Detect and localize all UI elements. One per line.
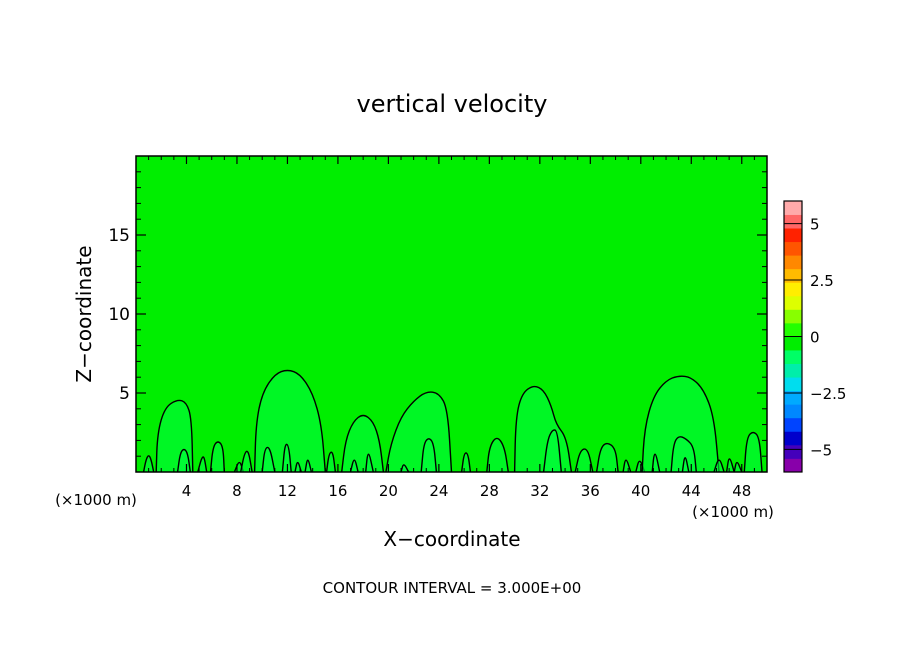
colorbar-swatch — [784, 377, 802, 392]
contour-line-12 — [304, 459, 313, 473]
y-axis-label: Z−coordinate — [72, 245, 96, 382]
colorbar-swatch — [784, 201, 802, 215]
colorbar-swatch — [784, 268, 802, 283]
colorbar-swatch — [784, 295, 802, 310]
colorbar-swatch — [784, 444, 802, 459]
colorbar-swatch — [784, 417, 802, 432]
contour-line-7 — [240, 450, 253, 473]
colorbar-tick-label: 2.5 — [810, 272, 834, 290]
colorbar-tick-label: 0 — [810, 329, 820, 347]
contour-line-13 — [325, 451, 337, 473]
contour-line-14 — [341, 414, 385, 473]
colorbar-tick-label: 5 — [810, 216, 820, 234]
colorbar-swatch — [784, 458, 802, 473]
colorbar-swatch — [784, 404, 802, 419]
contour-line-4 — [197, 456, 208, 473]
colorbar-swatch — [784, 350, 802, 364]
colorbar-swatch — [784, 282, 802, 297]
colorbar-swatch — [784, 363, 802, 378]
contour-line-35 — [743, 431, 763, 473]
colorbar-tick-label: −5 — [810, 441, 832, 459]
contour-line-26 — [622, 459, 632, 473]
colorbar-swatch — [784, 214, 802, 229]
colorbar-swatch — [784, 390, 802, 405]
contour-line-29 — [651, 453, 661, 473]
x-tick-label: 32 — [530, 482, 549, 500]
x-tick-label: 20 — [379, 482, 398, 500]
y-tick-label: 5 — [119, 384, 130, 404]
x-unit-left: (×1000 m) — [55, 491, 137, 509]
y-tick-label: 10 — [108, 305, 130, 325]
colorbar-swatch — [784, 255, 802, 270]
contour-line-33 — [725, 458, 735, 473]
contour-line-10 — [281, 443, 292, 473]
y-tick-label: 15 — [108, 226, 130, 246]
plot-area — [135, 155, 768, 473]
x-tick-label: 28 — [480, 482, 499, 500]
contour-interval-label: CONTOUR INTERVAL = 3.000E+00 — [323, 579, 582, 597]
contour-line-16 — [365, 453, 374, 473]
x-tick-label: 24 — [429, 482, 448, 500]
contour-line-8 — [253, 369, 326, 473]
contour-line-20 — [460, 452, 472, 473]
x-axis-label: X−coordinate — [383, 527, 520, 551]
contour-line-23 — [542, 429, 562, 473]
x-tick-label: 4 — [182, 482, 192, 500]
x-tick-label: 48 — [732, 482, 751, 500]
contour-layer — [142, 369, 763, 473]
x-tick-label: 44 — [682, 482, 701, 500]
contour-line-19 — [420, 438, 438, 473]
colorbar-swatch — [784, 322, 802, 337]
contour-line-1 — [142, 455, 155, 473]
colorbar: 5 2.5 0 −2.5 −5 — [783, 200, 846, 473]
contour-line-25 — [595, 442, 619, 473]
contour-line-28 — [641, 375, 720, 473]
y-axis: 5 10 15 — [108, 171, 767, 457]
x-tick-label: 40 — [631, 482, 650, 500]
x-tick-label: 16 — [328, 482, 347, 500]
colorbar-swatch — [784, 309, 802, 324]
x-tick-label: 12 — [278, 482, 297, 500]
chart-title: vertical velocity — [357, 90, 548, 118]
x-tick-label: 36 — [581, 482, 600, 500]
contour-line-30 — [670, 436, 697, 473]
contour-line-3 — [176, 448, 191, 473]
contour-line-5 — [209, 441, 225, 473]
x-axis: 4 8 12 16 20 24 28 32 36 40 44 48 — [148, 156, 755, 500]
colorbar-swatch — [784, 241, 802, 256]
x-tick-label: 8 — [232, 482, 242, 500]
colorbar-swatch — [784, 336, 802, 351]
contour-line-31 — [681, 457, 690, 473]
contour-line-21 — [486, 437, 509, 473]
colorbar-tick-label: −2.5 — [810, 385, 846, 403]
colorbar-swatch — [784, 431, 802, 446]
colorbar-swatch — [784, 228, 802, 243]
contour-line-24 — [574, 448, 594, 473]
x-unit-right: (×1000 m) — [692, 503, 774, 521]
